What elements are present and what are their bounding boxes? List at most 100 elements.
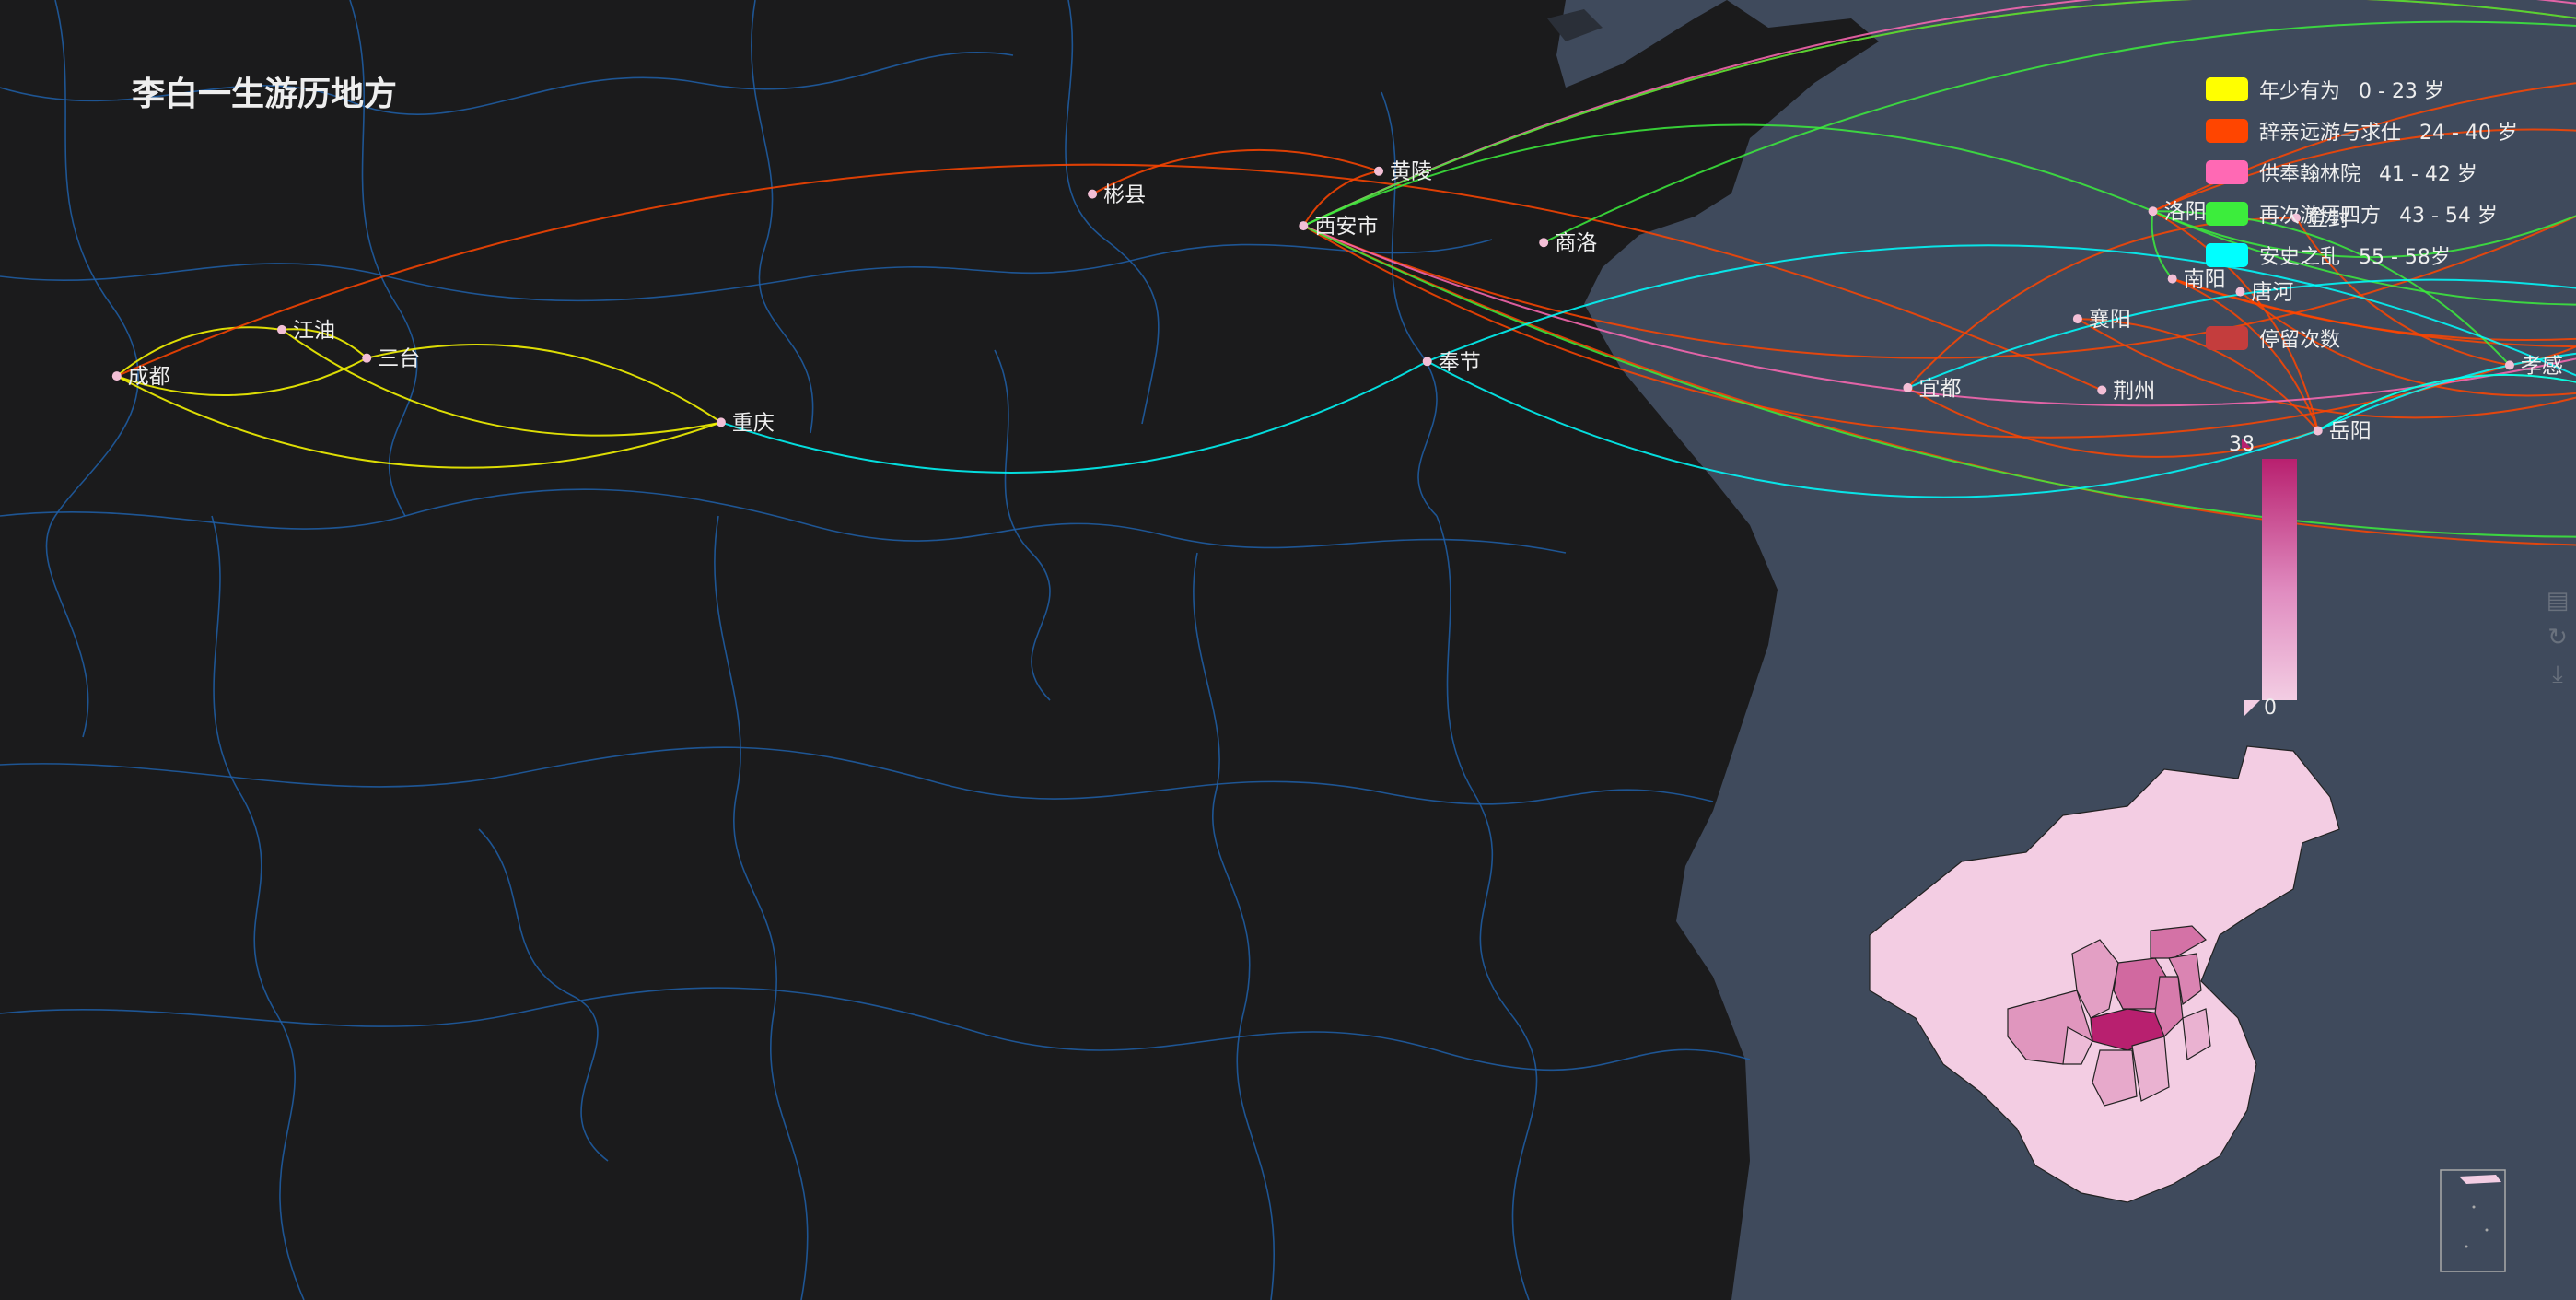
province-border [0,51,1014,115]
route-line [1543,20,2576,244]
legend-swatch [2206,76,2248,101]
route-line [1302,123,2153,227]
province-region[interactable] [2168,953,2202,1006]
data-view-icon[interactable]: ▤ [2546,587,2570,615]
china-overview-map[interactable] [1851,742,2551,1294]
route-line [1907,278,2576,389]
province-border [1381,91,1438,517]
city-marker[interactable] [2148,206,2158,217]
save-image-icon[interactable]: ⤓ [2552,660,2563,688]
legend-swatch [2206,325,2248,350]
visual-map-gradient-bar[interactable] [2262,459,2297,700]
province-region[interactable] [2092,1049,2138,1107]
route-line [1427,244,2576,377]
route-line [2152,210,2576,306]
route-line [1302,225,2576,546]
legend-item-period-0[interactable]: 年少有为 0 - 23 岁 [2206,68,2518,110]
city-marker[interactable] [2291,213,2302,223]
route-line [2152,82,2576,213]
route-line [2077,318,2576,419]
city-label: 洛阳 [2164,200,2207,224]
province-border [751,0,814,434]
city-marker[interactable] [716,417,726,427]
route-line [116,375,722,469]
visual-map-bottom-handle[interactable] [2244,700,2260,717]
legend-period: 43 - 54 岁 [2399,204,2498,228]
city-label: 黄陵 [1390,160,1432,184]
city-label: 江油 [293,319,335,343]
route-line [2317,352,2576,432]
province-border [349,0,418,517]
legend-item-period-3[interactable]: 再次游历四方 43 - 54 岁 [2206,193,2518,234]
route-line [2172,277,2319,431]
city-marker[interactable] [111,371,122,381]
province-border [45,0,139,738]
route-line [1302,0,2576,227]
restore-icon[interactable]: ↻ [2547,624,2568,651]
route-line [2295,217,2511,367]
legend-period: 55 - 58岁 [2359,245,2451,269]
city-marker[interactable] [2235,287,2245,297]
province-region[interactable] [2150,925,2207,959]
city-marker[interactable] [1422,357,1432,367]
south-china-sea-inset [2440,1169,2506,1272]
city-marker[interactable] [2504,360,2514,370]
legend-label: 安史之乱 [2259,245,2341,269]
route-line [2152,210,2319,431]
city-marker[interactable] [362,353,372,363]
province-region[interactable] [2182,1008,2211,1060]
toolbox: ▤ ↻ ⤓ [2544,582,2571,693]
route-line [281,328,367,359]
legend-item-period-2[interactable]: 供奉翰林院 41 - 42 岁 [2206,151,2518,193]
province-region[interactable] [2131,1036,2170,1102]
route-line [1302,225,2576,538]
legend-period-list: 年少有为 0 - 23 岁辞亲远游与求仕 24 - 40 岁供奉翰林院 41 - 42… [2206,68,2518,275]
land-mass [0,0,1879,1300]
legend-item-stay-count[interactable]: 停留次数 [2206,317,2518,358]
route-line [720,360,1428,474]
province-border [0,746,1714,805]
city-label: 岳阳 [2329,419,2372,443]
province-region[interactable] [2062,1026,2093,1065]
route-line [1302,170,1380,227]
visual-map-top-handle[interactable] [2242,439,2251,448]
route-line [1091,148,1380,195]
city-label: 彬县 [1103,183,1146,207]
city-label: 奉节 [1439,350,1481,374]
route-line [2509,345,2576,367]
legend-period: 24 - 40 岁 [2419,121,2518,145]
route-line [281,329,722,437]
city-marker[interactable] [2313,426,2323,436]
shore-shading [1547,9,1603,41]
province-border [0,488,1567,554]
province-region[interactable] [2154,976,2184,1038]
city-label: 三台 [378,347,420,371]
city-label: 西安市 [1314,215,1378,239]
city-marker[interactable] [2097,385,2107,395]
city-marker[interactable] [2072,314,2082,324]
city-marker[interactable] [2167,274,2177,284]
legend: 年少有为 0 - 23 岁辞亲远游与求仕 24 - 40 岁供奉翰林院 41 - 42… [2206,68,2518,358]
legend-item-period-1[interactable]: 辞亲远游与求仕 24 - 40 岁 [2206,110,2518,151]
province-border [1436,515,1538,1300]
province-border [1193,552,1276,1300]
land-layer [0,0,1879,1300]
route-line [1906,386,2319,458]
route-line [2152,210,2576,259]
route-line [1302,225,2576,407]
route-line [1427,360,2319,498]
route-line [2152,128,2576,213]
legend-swatch [2206,242,2248,267]
city-label: 商洛 [1555,231,1597,255]
city-marker[interactable] [1539,238,1549,248]
route-line [2239,290,2576,397]
city-marker[interactable] [1299,221,1309,231]
city-marker[interactable] [1374,166,1384,176]
legend-item-period-4[interactable]: 安史之乱 55 - 58岁 [2206,234,2518,275]
city-marker[interactable] [276,324,286,334]
city-layer: 济南泰安兖州济宁黄陵彬县西安市洛阳开封单县商丘登封商洛周口南阳唐河襄阳扬州南京马… [111,160,2563,443]
city-marker[interactable] [1088,189,1098,199]
city-marker[interactable] [1903,382,1913,392]
